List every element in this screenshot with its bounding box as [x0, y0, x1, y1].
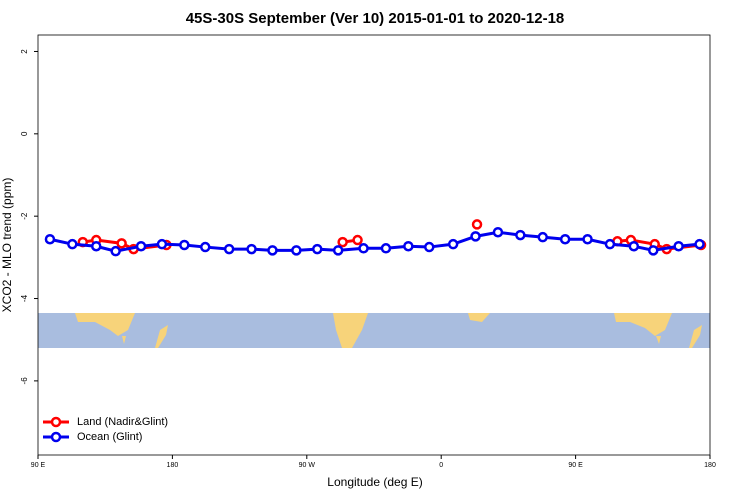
point [403, 240, 414, 252]
y-axis-label: XCO2 - MLO trend (ppm) [0, 178, 14, 313]
x-tick-label: 90 W [299, 462, 316, 469]
x-tick-label: 90 E [568, 462, 583, 469]
point [44, 233, 56, 245]
x-tick-label: 180 [704, 462, 716, 469]
y-tick-label: 2 [20, 49, 29, 54]
point [156, 238, 168, 250]
x-tick-label: 0 [439, 462, 443, 469]
point [648, 245, 659, 256]
point [604, 238, 616, 250]
point [537, 231, 548, 243]
legend-marker [50, 431, 62, 443]
y-tick-label: -2 [20, 212, 29, 220]
point [267, 245, 278, 256]
point [223, 243, 235, 255]
x-tick-label: 90 E [31, 462, 46, 469]
point [337, 236, 348, 248]
point [559, 233, 571, 245]
chart-title: 45S-30S September (Ver 10) 2015-01-01 to… [186, 10, 565, 27]
point [582, 233, 593, 245]
y-tick-label: -4 [20, 294, 29, 302]
point [332, 245, 344, 256]
point [694, 238, 705, 250]
point [135, 240, 147, 252]
legend-label: Land (Nadir&Glint) [77, 416, 168, 428]
point [515, 229, 526, 241]
point [471, 219, 483, 230]
point [116, 238, 127, 249]
legend-label: Ocean (Glint) [77, 431, 142, 443]
point [352, 234, 363, 246]
point [246, 243, 257, 255]
point [312, 243, 323, 255]
point [447, 238, 459, 250]
point [673, 240, 684, 252]
point [90, 240, 102, 252]
x-axis-label: Longitude (deg E) [327, 475, 422, 489]
point [628, 240, 640, 252]
point [291, 245, 302, 256]
y-tick-label: 0 [20, 131, 29, 136]
point [358, 243, 369, 254]
point [67, 238, 78, 250]
y-tick-label: -6 [20, 377, 29, 385]
point [200, 241, 211, 253]
point [380, 243, 392, 254]
point [470, 231, 481, 242]
point [110, 245, 121, 257]
point [492, 226, 504, 238]
map-strip [38, 313, 710, 348]
point [424, 241, 435, 253]
x-tick-label: 180 [167, 462, 179, 469]
point [179, 239, 190, 251]
legend-marker [50, 416, 62, 428]
plot-frame [37, 34, 711, 456]
